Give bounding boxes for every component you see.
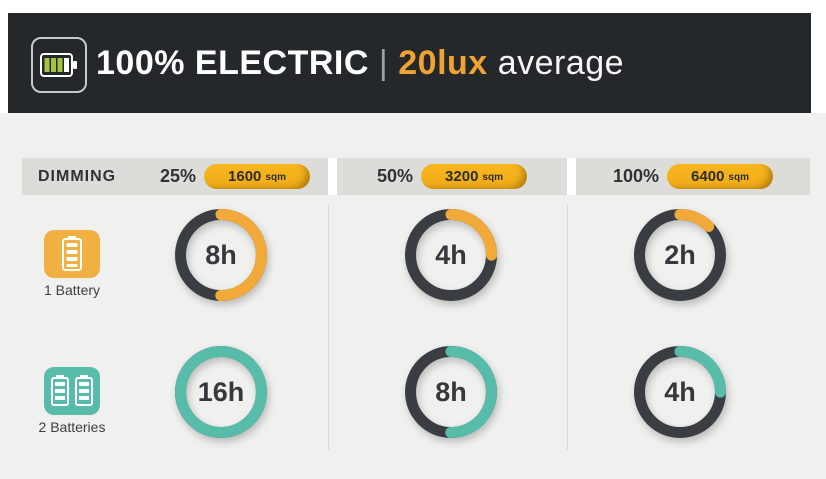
donut-ring-icon bbox=[175, 209, 267, 301]
runtime-value: 8h bbox=[205, 239, 237, 270]
runtime-donut-2bat-25: 16h bbox=[175, 346, 267, 438]
title-average: average bbox=[497, 43, 625, 82]
runtime-donut-1bat-100: 2h bbox=[634, 209, 726, 301]
runtime-value: 2h bbox=[664, 239, 696, 270]
two-batteries-label: 2 Batteries bbox=[38, 419, 106, 435]
area-unit: sqm bbox=[728, 172, 749, 183]
dimming-group-25: 25% 1600 sqm bbox=[160, 164, 310, 189]
area-pill-1600: 1600 sqm bbox=[204, 164, 310, 189]
battery-badge bbox=[31, 37, 87, 93]
column-divider bbox=[567, 205, 568, 450]
runtime-donut-1bat-25: 8h bbox=[175, 209, 267, 301]
dimming-segment-50: 50% 3200 sqm bbox=[337, 158, 567, 195]
donut-ring-icon bbox=[405, 346, 497, 438]
dimming-segment-100: 100% 6400 sqm bbox=[576, 158, 810, 195]
donut-ring-icon bbox=[405, 209, 497, 301]
area-value: 6400 bbox=[691, 168, 725, 185]
area-pill-6400: 6400 sqm bbox=[667, 164, 774, 189]
two-batteries-card bbox=[44, 367, 100, 415]
area-value: 1600 bbox=[228, 168, 262, 185]
page-title: 100% ELECTRIC | 20lux average bbox=[96, 44, 624, 83]
column-divider bbox=[328, 205, 329, 450]
runtime-donut-1bat-50: 4h bbox=[405, 209, 497, 301]
runtime-value: 8h bbox=[435, 376, 467, 407]
dimming-percent-50: 50% bbox=[376, 166, 414, 186]
area-value: 3200 bbox=[445, 168, 479, 185]
area-unit: sqm bbox=[265, 172, 286, 183]
content-area: DIMMING 25% 1600 sqm 50% 3200 sqm 100% 640… bbox=[0, 113, 826, 479]
dimming-segment-25: DIMMING 25% 1600 sqm bbox=[22, 158, 328, 195]
area-pill-3200: 3200 sqm bbox=[421, 164, 528, 189]
battery-charge-icon bbox=[40, 53, 77, 77]
one-battery-label: 1 Battery bbox=[43, 282, 101, 298]
runtime-value: 4h bbox=[435, 239, 467, 270]
runtime-value: 4h bbox=[664, 376, 696, 407]
dimming-divider bbox=[567, 158, 576, 195]
title-lux-value: 20lux bbox=[398, 43, 488, 82]
dimming-divider bbox=[328, 158, 337, 195]
header-bar: 100% ELECTRIC | 20lux average bbox=[8, 13, 811, 113]
dimming-group-100: 100% 6400 sqm bbox=[612, 164, 774, 189]
donut-ring-icon bbox=[175, 346, 267, 438]
title-main: 100% ELECTRIC bbox=[96, 43, 369, 82]
area-unit: sqm bbox=[482, 172, 503, 183]
single-battery-icon bbox=[62, 236, 82, 271]
battery-icon bbox=[51, 375, 69, 406]
runtime-donut-2bat-100: 4h bbox=[634, 346, 726, 438]
dimming-percent-100: 100% bbox=[612, 166, 660, 186]
dimming-bar: DIMMING 25% 1600 sqm 50% 3200 sqm 100% 640… bbox=[22, 158, 810, 195]
donut-ring-icon bbox=[634, 209, 726, 301]
title-separator: | bbox=[378, 43, 389, 82]
donut-ring-icon bbox=[634, 346, 726, 438]
dimming-label: DIMMING bbox=[38, 167, 117, 185]
one-battery-card bbox=[44, 230, 100, 278]
battery-icon bbox=[75, 375, 93, 406]
dimming-group-50: 50% 3200 sqm bbox=[376, 164, 528, 189]
runtime-donut-2bat-50: 8h bbox=[405, 346, 497, 438]
dimming-percent-25: 25% bbox=[159, 166, 196, 186]
runtime-value: 16h bbox=[197, 376, 245, 407]
